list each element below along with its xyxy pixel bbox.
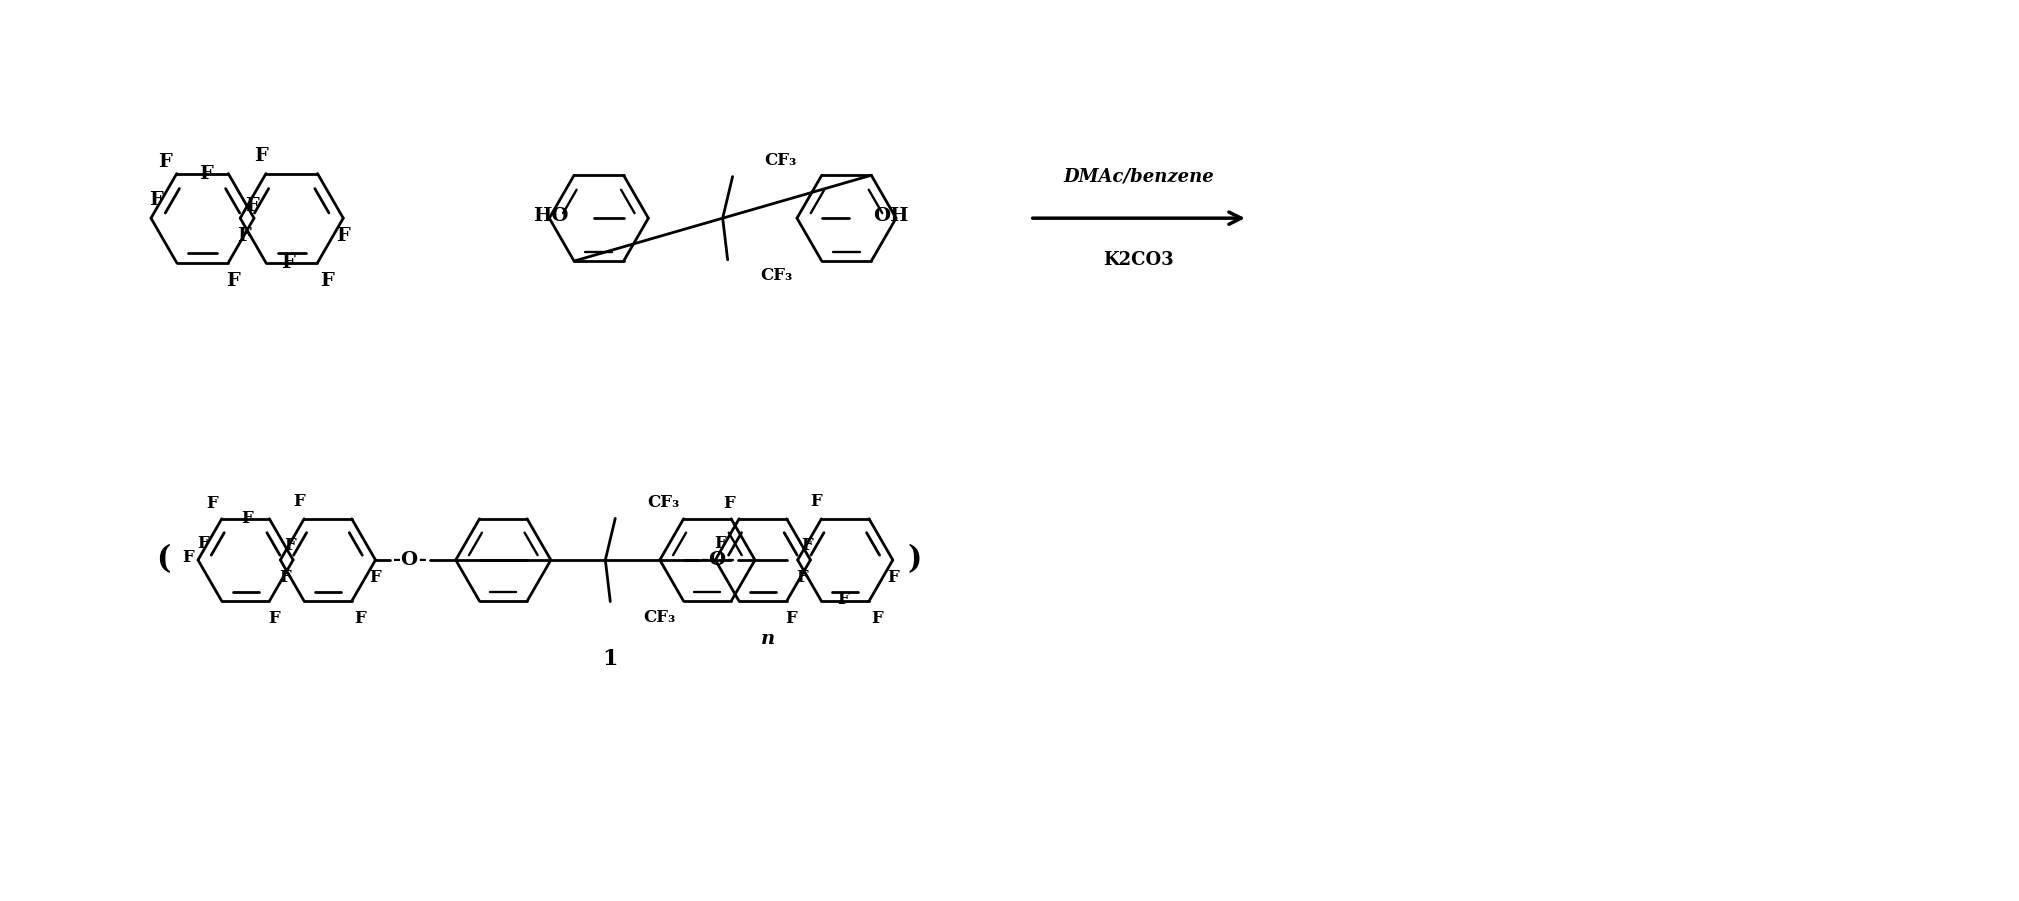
Text: CF₃: CF₃ [765,152,798,169]
Text: F: F [206,496,218,513]
Text: CF₃: CF₃ [646,494,678,511]
Text: F: F [200,165,214,183]
Text: F: F [242,510,254,527]
Text: F: F [157,152,172,170]
Text: F: F [337,227,349,245]
Text: CF₃: CF₃ [761,267,793,284]
Text: F: F [285,537,297,553]
Text: F: F [812,494,822,511]
Text: F: F [281,254,295,272]
Text: F: F [244,197,258,215]
Text: F: F [353,609,365,626]
Text: F: F [279,569,291,587]
Text: F: F [886,569,898,587]
Text: HO: HO [533,207,569,225]
Text: F: F [802,537,814,553]
Text: 1: 1 [602,648,618,670]
Text: F: F [269,609,281,626]
Text: F: F [785,609,798,626]
Text: F: F [723,496,735,513]
Text: F: F [254,147,269,165]
Text: -O-: -O- [394,551,428,569]
Text: F: F [182,550,194,567]
Text: F: F [798,569,808,587]
Text: F: F [838,591,850,607]
Text: F: F [149,191,164,209]
Text: F: F [226,271,240,289]
Text: F: F [293,494,305,511]
Text: CF₃: CF₃ [642,609,674,626]
Text: F: F [198,534,208,551]
Text: F: F [715,534,727,551]
Text: F: F [870,609,882,626]
Text: DMAc/benzene: DMAc/benzene [1064,168,1213,186]
Text: OH: OH [874,207,909,225]
Text: F: F [369,569,382,587]
Text: F: F [321,271,335,289]
Text: K2CO3: K2CO3 [1104,250,1175,268]
Text: (: ( [155,544,170,576]
Text: ): ) [907,544,923,576]
Text: F: F [238,227,250,245]
Text: -O-: -O- [701,551,735,569]
Text: n: n [761,630,775,648]
